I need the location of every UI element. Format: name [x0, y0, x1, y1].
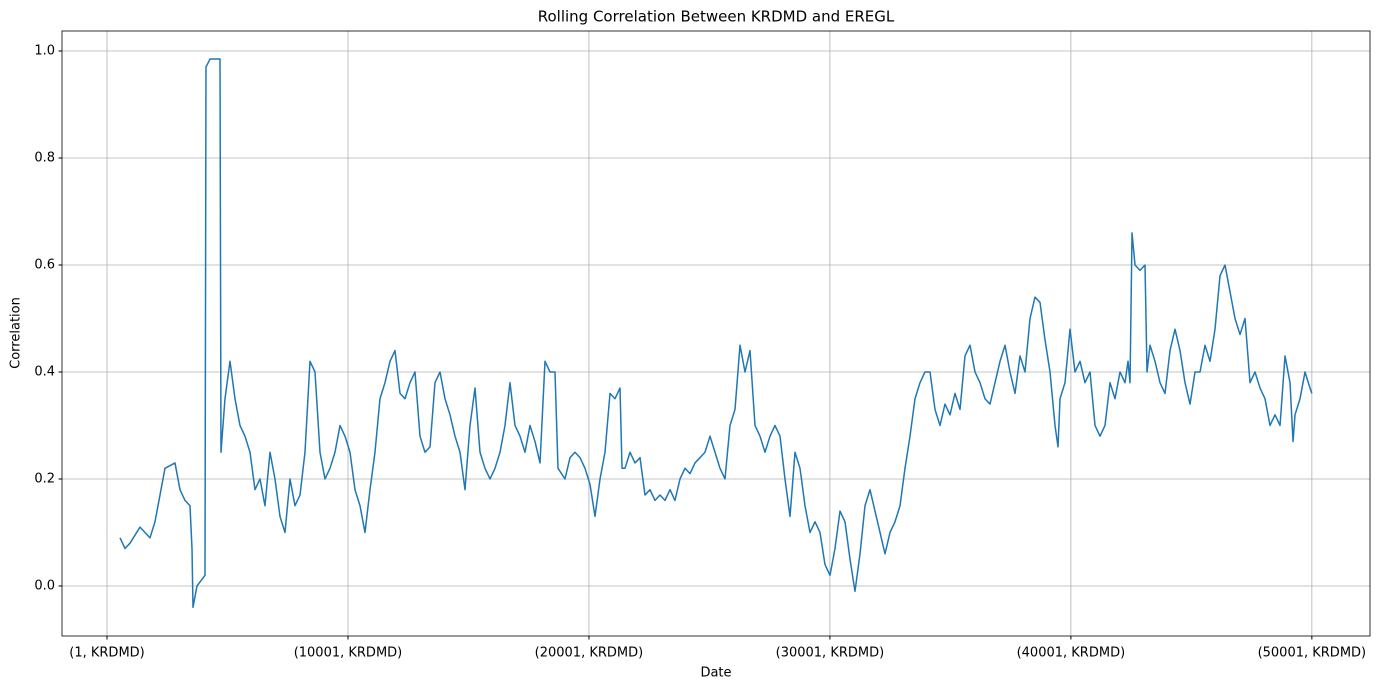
x-tick-label: (1, KRDMD): [69, 646, 144, 661]
y-tick-label: 0.2: [34, 471, 55, 486]
y-tick-label: 0.0: [34, 578, 55, 593]
plot-frame: [61, 30, 1371, 637]
x-tick-label: (20001, KRDMD): [535, 646, 644, 661]
x-tick-label: (10001, KRDMD): [294, 646, 403, 661]
y-axis-label: Correlation: [9, 297, 24, 369]
y-tick-label: 1.0: [34, 44, 55, 59]
data-line: [119, 58, 1313, 609]
y-tick-label: 0.6: [34, 257, 55, 272]
chart-title: Rolling Correlation Between KRDMD and ER…: [538, 8, 895, 26]
x-tick-label: (40001, KRDMD): [1017, 646, 1126, 661]
y-tick-label: 0.8: [34, 151, 55, 166]
y-tick-label: 0.4: [34, 364, 55, 379]
x-axis-label: Date: [700, 666, 731, 681]
x-tick-label: (30001, KRDMD): [776, 646, 885, 661]
x-tick-label: (50001, KRDMD): [1258, 646, 1367, 661]
